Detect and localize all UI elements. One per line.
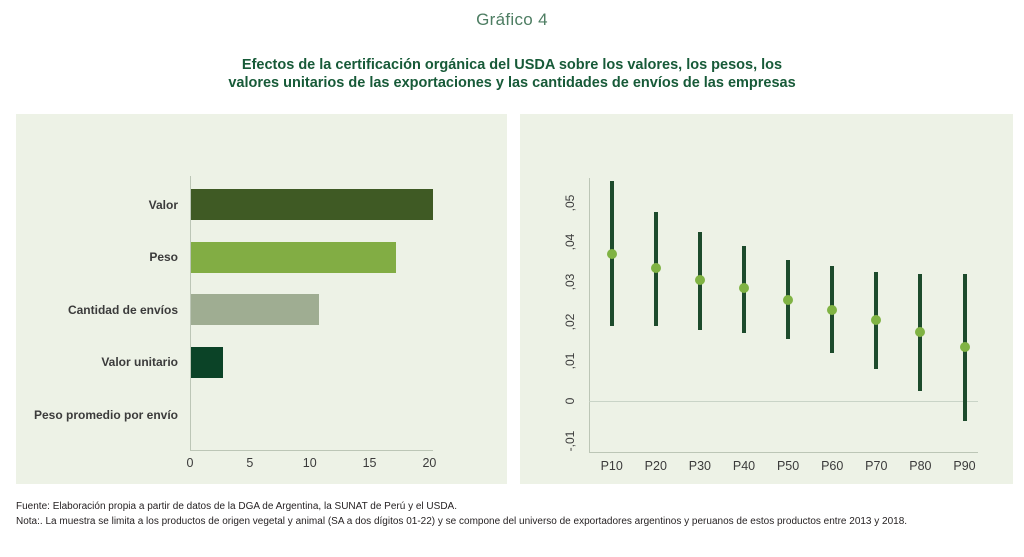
x-axis-tick-label: 20 [422,456,437,470]
x-axis-category-label: P40 [732,459,756,473]
figure-title-line1: Efectos de la certificación orgánica del… [241,57,783,73]
bar-category-label: Peso [149,250,178,264]
point-estimate-p10 [606,249,617,260]
bar-category-label: Valor unitario [101,355,178,369]
figure-title: Efectos de la certificación orgánica del… [0,56,1024,92]
x-axis-line [190,450,433,451]
x-axis-tick-label: 10 [302,456,317,470]
x-axis-category-label: P30 [688,459,712,473]
y-axis-line [190,176,191,450]
zero-reference-line [589,401,978,402]
y-axis-tick-label: ,01 [563,352,577,370]
x-axis-category-label: P70 [865,459,888,473]
bar-chart-panel: Valor Peso Cantidad de envíos Valor unitari… [16,114,507,484]
figure-title-line2: valores unitarios de las exportaciones y… [228,75,796,91]
x-axis-tick-label: 15 [362,456,377,470]
y-axis-tick-label: ,04 [563,233,577,251]
point-estimate-p50 [783,294,794,305]
x-axis-line [589,452,978,453]
x-axis-category-label: P80 [909,459,932,473]
bar-peso [191,241,396,273]
x-axis-tick-label: 0 [186,456,194,470]
bar-cantidad-de-env-os [191,294,320,325]
y-axis-line [589,178,590,452]
sample-note: Nota:. La muestra se limita a los produc… [16,516,908,527]
x-axis-category-label: P60 [821,459,844,473]
point-estimate-p60 [827,304,838,315]
bar-valor-unitario [191,346,224,378]
x-axis-tick-label: 5 [246,456,254,470]
x-axis-category-label: P50 [776,459,800,473]
point-estimate-p90 [959,342,970,353]
y-axis-tick-label: -,01 [563,430,577,452]
bar-category-label: Valor [148,197,178,212]
x-axis-category-label: P90 [953,459,976,473]
y-axis-tick-label: ,05 [563,194,577,211]
figure-number-label: Gráfico 4 [476,10,548,29]
figure-footnotes: Fuente: Elaboración propia a partir de d… [16,499,1016,529]
point-estimate-p20 [650,263,661,273]
y-axis-tick-label: ,03 [563,273,577,291]
ci-chart-panel: -,01 0 ,01 ,02 ,03 ,04 ,05 P10 P20 P30 P40 P50 P60 P7… [520,114,1013,484]
point-estimate-p70 [871,314,882,325]
source-note: Fuente: Elaboración propia a partir de d… [16,501,457,512]
y-axis-tick-label: ,02 [563,313,577,330]
y-axis-tick-label: 0 [563,397,577,405]
bar-valor [191,189,433,220]
point-estimate-p30 [694,274,705,285]
x-axis-category-label: P20 [644,459,667,473]
x-axis-category-label: P10 [600,459,623,473]
bar-category-label: Cantidad de envíos [67,302,178,317]
point-estimate-p80 [915,326,926,337]
bar-category-label: Peso promedio por envío [33,407,178,422]
point-estimate-p40 [739,282,749,293]
